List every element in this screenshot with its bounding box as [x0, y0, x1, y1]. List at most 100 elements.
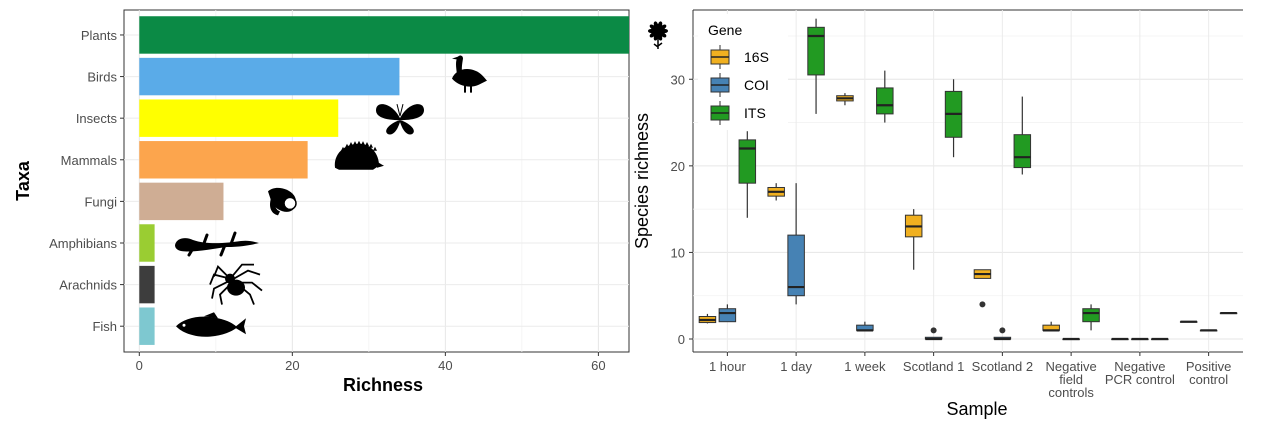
spider-leg [233, 269, 261, 280]
sample-label-positive-control-line1: Positive [1186, 359, 1232, 374]
species-richness-tick-20: 20 [671, 159, 685, 174]
box-series [698, 18, 1238, 341]
box-coi-scotland-1 [924, 327, 943, 341]
bar-amphibians [139, 224, 155, 262]
box-its-negative-field-controls [1082, 304, 1100, 331]
goose-beak [452, 56, 458, 60]
box-body [807, 26, 825, 76]
species-richness-boxplot: 0 10 20 30 1 hour 1 day 1 week Scotland 1 Scotl… [632, 9, 1243, 419]
bar-fish [139, 307, 155, 345]
sample-label-negative-pcr-control-line2: PCR control [1105, 372, 1175, 387]
mushroom-gills [283, 196, 297, 211]
box-coi-1-day [787, 183, 805, 305]
butterfly-wing-lr [400, 120, 414, 135]
spider-leg [237, 283, 255, 305]
box-its-1-hour [738, 131, 757, 218]
species-richness-tick-labels: 0 10 20 30 [671, 72, 693, 347]
legend-title: Gene [708, 22, 742, 38]
newt-legs [187, 231, 237, 257]
butterfly-antennae [396, 104, 404, 117]
bar-birds [139, 57, 400, 96]
legend-items: 16S COI ITS [710, 45, 769, 125]
legend-item-16s: 16S [710, 45, 769, 69]
mushroom-stem [270, 195, 280, 216]
species-richness-tick-10: 10 [671, 245, 685, 260]
spider-leg [236, 281, 263, 292]
x-axis-title-sample: Sample [946, 399, 1007, 419]
hedgehog-spine [361, 141, 365, 146]
box-outlier [979, 301, 986, 308]
legend-item-coi: COI [710, 73, 769, 97]
bar-insects [139, 99, 339, 137]
hedgehog-spine [373, 146, 377, 151]
box-coi-1-week [856, 321, 874, 332]
hedgehog-spine [357, 140, 361, 145]
box-body [1082, 308, 1100, 323]
box-its-1-day [807, 18, 825, 114]
taxa-label-mammals: Mammals [61, 153, 118, 168]
flower-petal [653, 34, 658, 41]
box-coi-scotland-2 [993, 327, 1012, 341]
sample-label-1-day-line1: 1 day [780, 359, 812, 374]
y-axis-title-taxa: Taxa [13, 160, 33, 201]
richness-tick-0: 0 [136, 358, 143, 373]
spider-leg [231, 263, 254, 278]
bar-plants [139, 16, 629, 54]
goose-legs [464, 85, 472, 93]
box-body [1013, 134, 1032, 169]
hedgehog-body [334, 143, 379, 170]
box-its-scotland-1 [944, 79, 963, 158]
flower-petal [660, 24, 667, 30]
taxa-tick-labels: Plants Birds Insects Mammals Fungi Amphibians… [49, 28, 124, 334]
legend-label-its: ITS [744, 105, 766, 121]
fish-icon [176, 312, 246, 337]
box-its-scotland-2 [1013, 96, 1032, 175]
butterfly-wing-ul [376, 104, 400, 121]
sample-tick-labels: 1 hour 1 day 1 week Scotland 1 Scotland 2 Neg… [709, 352, 1231, 400]
species-richness-tick-0: 0 [678, 332, 685, 347]
spider-leg [219, 281, 233, 305]
box-coi-negative-field-controls [1062, 337, 1080, 341]
flower-petal [662, 28, 668, 33]
hedgehog-spine [341, 146, 345, 151]
box-its-negative-pcr-control [1151, 337, 1169, 341]
butterfly-wing-ur [400, 104, 424, 121]
hedgehog-icon [334, 140, 384, 170]
butterfly-icon [376, 104, 424, 135]
richness-tick-20: 20 [285, 358, 299, 373]
sample-label-1-week-line1: 1 week [844, 359, 886, 374]
box-body [876, 87, 894, 115]
species-richness-tick-30: 30 [671, 72, 685, 87]
y-axis-title-species-richness: Species richness [632, 113, 652, 249]
legend-item-its: ITS [710, 101, 766, 125]
box-coi-1-hour [718, 304, 737, 323]
taxa-label-fish: Fish [92, 319, 117, 334]
hedgehog-spine [353, 141, 357, 146]
taxa-label-plants: Plants [81, 28, 118, 43]
hedgehog-spine [349, 142, 353, 147]
sample-label-negative-pcr-control-line1: Negative [1114, 359, 1165, 374]
flower-petal [660, 32, 667, 38]
legend-label-16s: 16S [744, 49, 769, 65]
richness-tick-labels: 0 20 40 60 [136, 352, 606, 373]
box-16s-negative-pcr-control [1111, 337, 1129, 341]
flower-petal [649, 32, 656, 38]
hedgehog-snout [377, 161, 384, 168]
bar-mammals [139, 141, 308, 179]
taxa-richness-chart: Plants Birds Insects Mammals Fungi Amphibians… [13, 9, 668, 395]
series-16s [698, 93, 1198, 341]
bar-fungi [139, 182, 224, 221]
mushroom-icon [268, 187, 297, 216]
flower-icon [648, 21, 668, 49]
x-axis-title-richness: Richness [343, 375, 423, 395]
taxa-label-birds: Birds [87, 70, 117, 85]
box-16s-1-hour [698, 313, 717, 324]
box-16s-1-week [836, 93, 854, 106]
hedgehog-spine [345, 143, 349, 148]
newt-body [175, 238, 259, 252]
sample-label-negative-field-controls-line3: controls [1048, 385, 1094, 400]
box-16s-negative-field-controls [1042, 321, 1060, 332]
flower-petal [658, 21, 663, 28]
flower-petal [653, 21, 658, 28]
box-16s-positive-control [1179, 320, 1198, 323]
